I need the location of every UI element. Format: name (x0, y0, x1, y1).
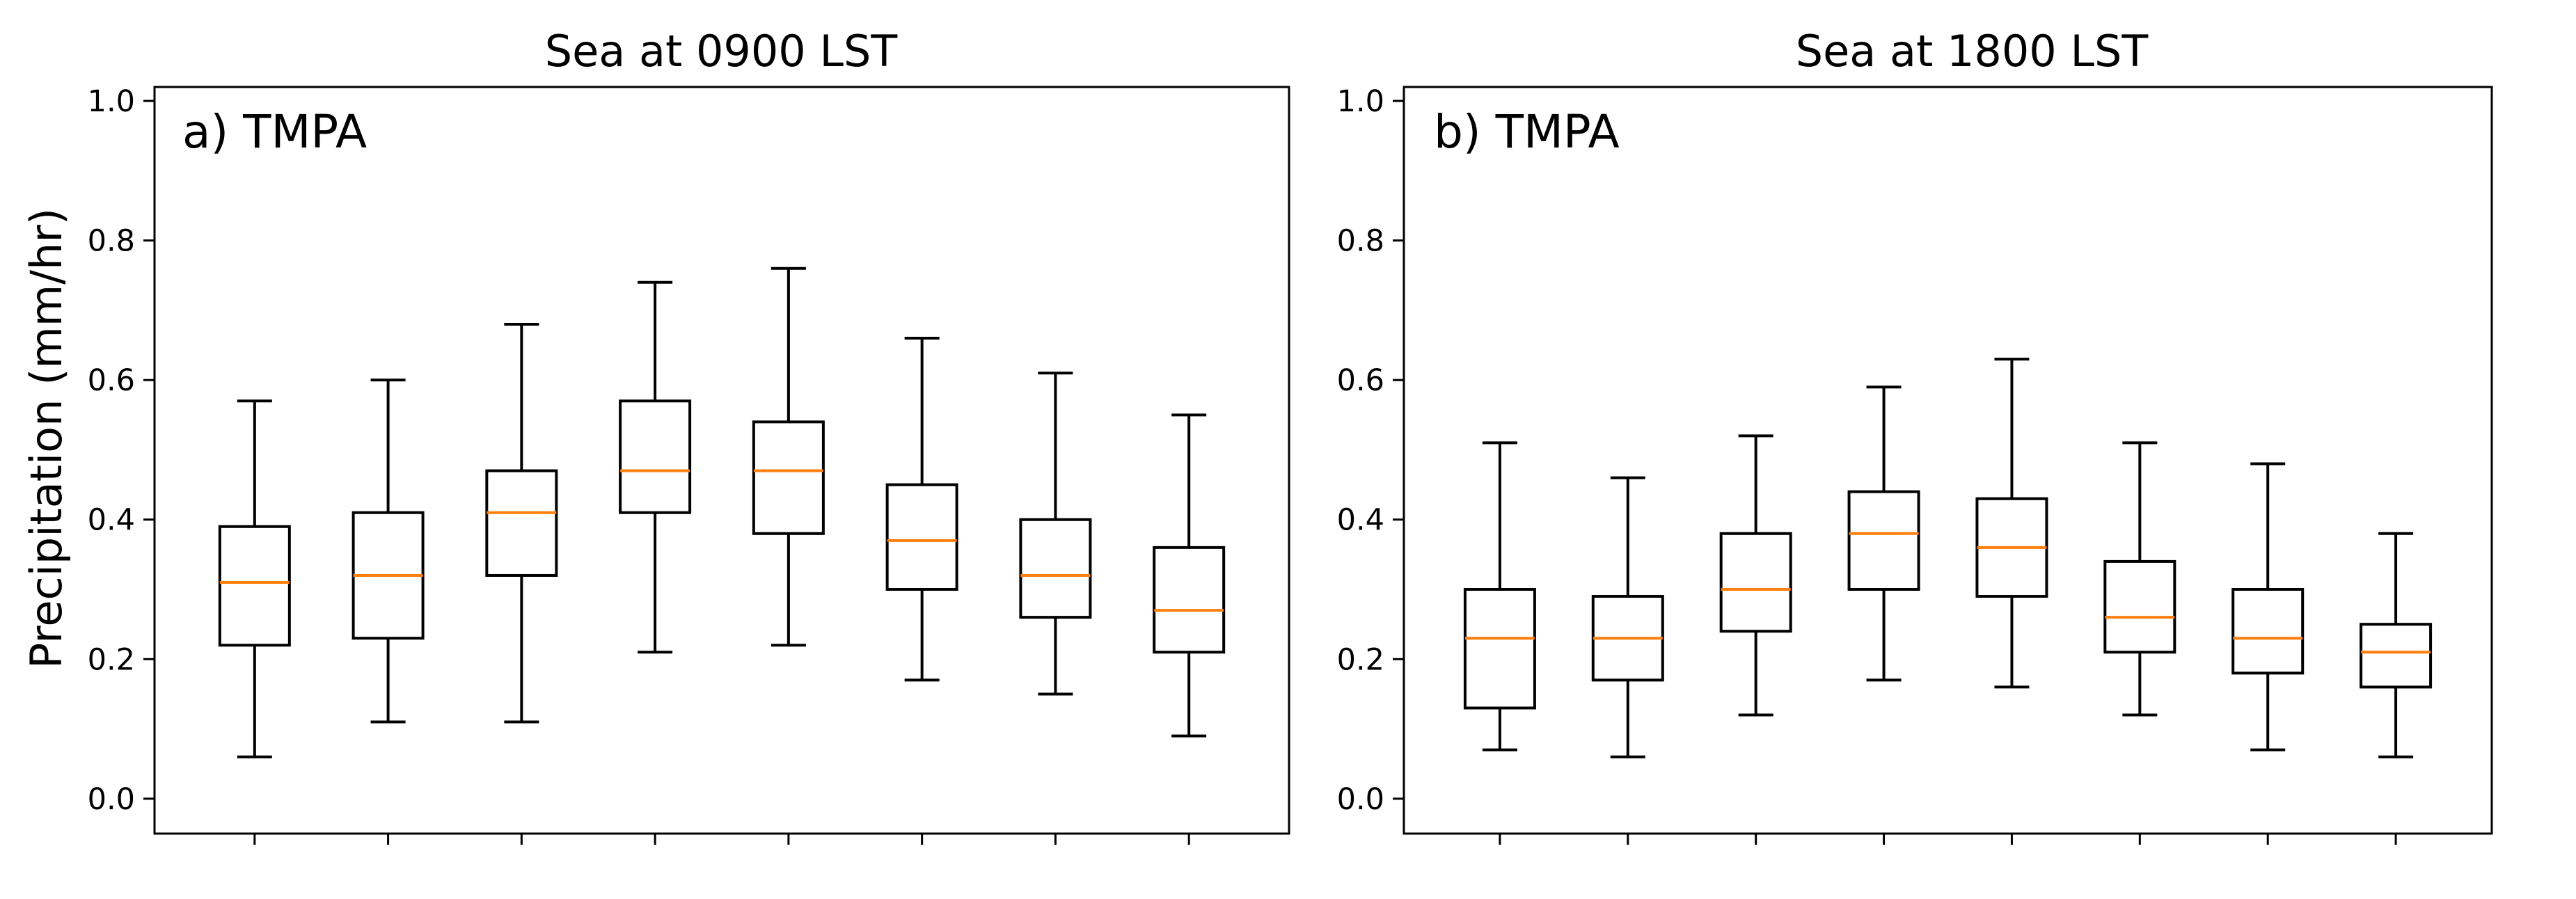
box-3 (1719, 434, 1792, 717)
box-5 (1975, 358, 2048, 689)
iqr-box (619, 399, 692, 514)
box-6 (885, 337, 958, 682)
y-tick-label: 0.8 (88, 224, 135, 259)
iqr-box (2103, 559, 2176, 654)
iqr-box (2360, 623, 2433, 689)
axes-frame (153, 86, 1290, 835)
iqr-box (1719, 532, 1792, 633)
y-tick-label: 0.6 (88, 363, 135, 398)
y-tick-label: 0.2 (1337, 642, 1384, 677)
iqr-box (1463, 588, 1536, 710)
panel-b-plot: 0.0 0.2 0.4 0.6 0.8 1.0 (1337, 84, 2493, 845)
iqr-box (1153, 546, 1226, 654)
box-2 (1591, 476, 1664, 758)
y-tick-label: 0.4 (88, 503, 135, 538)
iqr-box (885, 483, 958, 591)
y-tick-label: 0.4 (1337, 503, 1384, 538)
y-tick-label: 0.0 (1337, 782, 1384, 817)
panel-b-title: Sea at 1800 LST (1796, 26, 2149, 77)
y-tick-label: 1.0 (1337, 84, 1384, 119)
box-7 (2231, 462, 2305, 751)
panel-a: Sea at 0900 LST a) TMPA 0.0 0.2 0.4 0.6 0.8 1… (88, 26, 1290, 845)
box-8 (1153, 413, 1226, 738)
y-axis-label: Precipitation (mm/hr) (21, 208, 72, 669)
box-4 (619, 280, 692, 654)
box-8 (2360, 532, 2433, 758)
box-6 (2103, 441, 2176, 717)
iqr-box (752, 420, 825, 535)
box-4 (1847, 385, 1920, 682)
y-tick-label: 0.2 (88, 642, 135, 677)
panel-a-plot: 0.0 0.2 0.4 0.6 0.8 1.0 (88, 84, 1290, 845)
panel-b: Sea at 1800 LST b) TMPA 0.0 0.2 0.4 0.6 0.8 1… (1337, 26, 2493, 845)
box-7 (1019, 372, 1092, 696)
panel-b-label: b) TMPA (1434, 105, 1620, 159)
box-5 (752, 266, 825, 647)
iqr-box (1847, 490, 1920, 591)
box-2 (351, 379, 425, 724)
iqr-box (1019, 518, 1092, 619)
iqr-box (2231, 588, 2305, 675)
y-tick-label: 0.8 (1337, 224, 1384, 259)
y-tick-label: 0.0 (88, 782, 135, 817)
box-3 (485, 322, 558, 724)
axes-frame (1402, 86, 2493, 835)
iqr-box (218, 525, 291, 647)
box-1 (218, 399, 291, 758)
iqr-box (485, 469, 558, 577)
panel-a-label: a) TMPA (182, 105, 367, 159)
y-tick-label: 1.0 (88, 84, 135, 119)
panel-a-title: Sea at 0900 LST (545, 26, 899, 77)
box-1 (1463, 441, 1536, 751)
y-tick-label: 0.6 (1337, 363, 1384, 398)
